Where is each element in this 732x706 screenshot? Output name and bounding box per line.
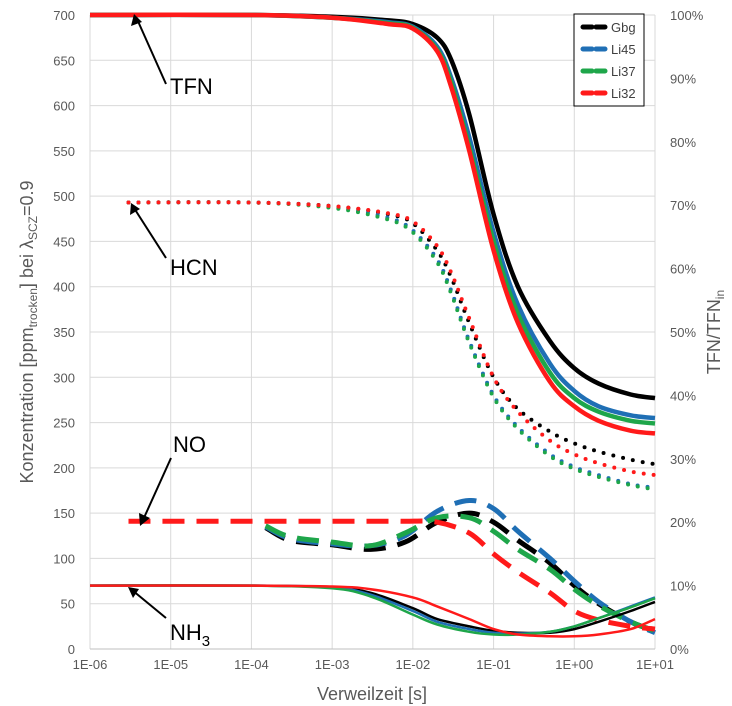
- x-tick-label: 1E-04: [234, 657, 269, 672]
- y-tick-label: 400: [53, 280, 75, 295]
- hcn-label: HCN: [170, 255, 218, 280]
- y-tick-label: 500: [53, 189, 75, 204]
- y2-tick-label: 40%: [670, 388, 696, 403]
- y-tick-label: 0: [68, 642, 75, 657]
- x-tick-label: 1E+01: [636, 657, 674, 672]
- series-no-li45: [264, 497, 657, 635]
- legend-label-li32: Li32: [611, 86, 636, 101]
- y-tick-label: 50: [61, 597, 75, 612]
- legend-label-li45: Li45: [611, 42, 636, 57]
- tfn-arrow: [136, 18, 167, 85]
- series-hcn-li32: [126, 200, 657, 478]
- x-tick-label: 1E-01: [476, 657, 511, 672]
- y-tick-label: 150: [53, 506, 75, 521]
- y2-tick-label: 20%: [670, 515, 696, 530]
- nh3-label-sub: 3: [202, 633, 210, 650]
- y-tick-label: 350: [53, 325, 75, 340]
- y-axis-title-sub1: trocken: [26, 288, 40, 327]
- tfn-arrowhead: [131, 14, 142, 26]
- series-hcn-li37: [126, 200, 657, 492]
- y-axis-title-sub2: SCZ: [26, 216, 40, 240]
- y-tick-label: 650: [53, 53, 75, 68]
- y2-tick-label: 90%: [670, 71, 696, 86]
- no-arrow: [142, 457, 172, 521]
- nh3-arrowhead: [128, 587, 139, 598]
- y-tick-label: 100: [53, 551, 75, 566]
- y2-tick-label: 0%: [670, 642, 689, 657]
- y-axis-title-part1: Konzentration [ppm: [17, 327, 37, 483]
- legend-label-gbg: Gbg: [611, 20, 636, 35]
- y2-tick-label: 30%: [670, 452, 696, 467]
- series-tfn-li32: [89, 12, 656, 436]
- y-tick-label: 450: [53, 234, 75, 249]
- y2-tick-label: 10%: [670, 579, 696, 594]
- nh3-label: NH3: [170, 620, 210, 650]
- series-no-li32: [128, 518, 656, 632]
- y2-tick-label: 80%: [670, 135, 696, 150]
- y-tick-label: 600: [53, 99, 75, 114]
- y-tick-label: 550: [53, 144, 75, 159]
- y-tick-label: 200: [53, 461, 75, 476]
- series-tfn-gbg: [89, 12, 656, 401]
- y2-axis-title: TFN/TFNin: [704, 290, 727, 374]
- annotations: TFN HCN NO NH3: [128, 14, 218, 650]
- tfn-label: TFN: [170, 74, 213, 99]
- y2-tick-label: 60%: [670, 262, 696, 277]
- series-nh3-li32: [89, 584, 656, 638]
- x-axis-title: Verweilzeit [s]: [317, 684, 427, 704]
- x-tick-label: 1E+00: [555, 657, 593, 672]
- y2-axis-title-main: TFN/TFN: [704, 299, 724, 374]
- y-axis-title-part2: ] bei λ: [17, 240, 37, 288]
- y-tick-label: 300: [53, 370, 75, 385]
- y2-tick-label: 100%: [670, 8, 704, 23]
- y2-tick-label: 50%: [670, 325, 696, 340]
- nh3-arrow: [131, 589, 167, 619]
- y-tick-label: 250: [53, 416, 75, 431]
- series-layer: [89, 12, 657, 638]
- y2-axis-title-sub: in: [713, 290, 727, 299]
- legend: Gbg Li45 Li37 Li32: [573, 13, 645, 107]
- nh3-label-main: NH: [170, 620, 202, 645]
- y-axis-title-part3: =0.9: [17, 180, 37, 216]
- hcn-arrow: [133, 207, 167, 259]
- hcn-arrowhead: [130, 203, 140, 215]
- grid: [89, 14, 656, 650]
- series-hcn-li45: [126, 200, 657, 490]
- y-axis-title: Konzentration [ppmtrocken] bei λSCZ=0.9: [17, 180, 40, 483]
- series-no-li37: [264, 513, 656, 634]
- no-label: NO: [173, 432, 206, 457]
- legend-label-li37: Li37: [611, 64, 636, 79]
- y-tick-label: 700: [53, 8, 75, 23]
- axes: 0 50 100 150 200 250 300 350 400 450 500 550 600 650 7…: [53, 8, 703, 672]
- x-tick-label: 1E-03: [315, 657, 350, 672]
- series-no-gbg: [264, 510, 656, 634]
- x-tick-label: 1E-06: [73, 657, 108, 672]
- y2-tick-label: 70%: [670, 198, 696, 213]
- x-tick-label: 1E-02: [396, 657, 431, 672]
- x-tick-label: 1E-05: [153, 657, 188, 672]
- no-arrowhead: [139, 513, 150, 526]
